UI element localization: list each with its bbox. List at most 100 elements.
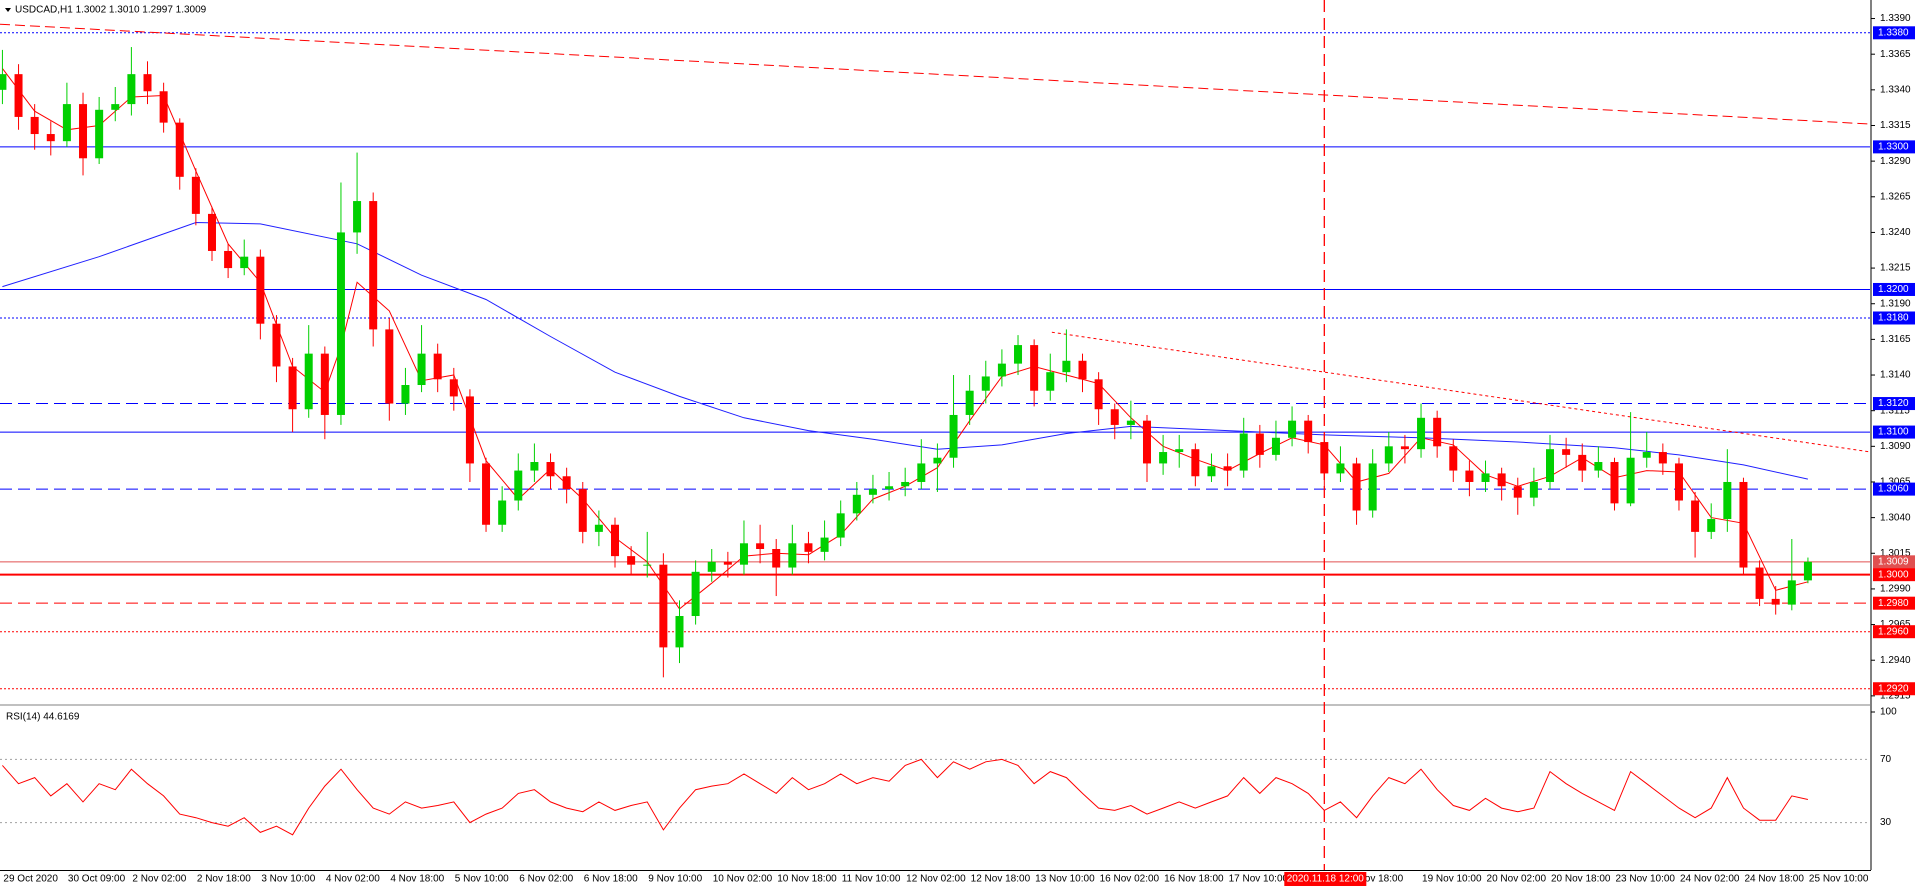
candle-body bbox=[62, 104, 71, 142]
candle-body bbox=[288, 366, 297, 410]
level-label-box bbox=[1873, 682, 1915, 696]
candle-body bbox=[981, 376, 990, 391]
x-tick-label: 2 Nov 02:00 bbox=[132, 874, 186, 885]
candle-body bbox=[594, 524, 603, 532]
candle-body bbox=[1175, 449, 1184, 453]
candle-body bbox=[546, 462, 555, 477]
level-label: 1.3009 bbox=[1878, 556, 1909, 567]
x-tick-label: 12 Nov 18:00 bbox=[971, 874, 1031, 885]
candle-body bbox=[1255, 433, 1264, 455]
candle-body bbox=[111, 104, 120, 110]
x-tick-label: 3 Nov 10:00 bbox=[261, 874, 315, 885]
y-tick-label: 1.3315 bbox=[1880, 120, 1911, 131]
candle-body bbox=[885, 486, 894, 490]
crosshair-label-box bbox=[1284, 872, 1367, 886]
candle-body bbox=[820, 537, 829, 552]
candle-body bbox=[562, 476, 571, 490]
candle-body bbox=[465, 396, 474, 464]
x-tick-label: 9 Nov 10:00 bbox=[648, 874, 702, 885]
x-tick-label: 19 Nov 10:00 bbox=[1422, 874, 1482, 885]
x-tick-label: 10 Nov 18:00 bbox=[777, 874, 837, 885]
candle-body bbox=[933, 457, 942, 464]
level-label-box bbox=[1873, 26, 1915, 40]
x-tick-label: 2 Nov 18:00 bbox=[197, 874, 251, 885]
level-label-box bbox=[1873, 555, 1915, 569]
candle-body bbox=[127, 74, 136, 105]
y-tick-label: 1.3140 bbox=[1880, 370, 1911, 381]
candle-body bbox=[1352, 463, 1361, 511]
candle-body bbox=[1110, 409, 1119, 425]
candle-body bbox=[756, 543, 765, 549]
y-tick-label: 1.2990 bbox=[1880, 584, 1911, 595]
candle-body bbox=[1755, 567, 1764, 599]
x-tick-label: 25 Nov 10:00 bbox=[1809, 874, 1869, 885]
candle-body bbox=[1529, 481, 1538, 498]
level-label: 1.3060 bbox=[1878, 484, 1909, 495]
level-label: 1.2920 bbox=[1878, 683, 1909, 694]
candle-body bbox=[917, 463, 926, 482]
candle-body bbox=[449, 379, 458, 397]
candle-body bbox=[788, 543, 797, 568]
level-label-box bbox=[1873, 140, 1915, 154]
candle-body bbox=[723, 561, 732, 565]
candle-body bbox=[627, 556, 636, 565]
candle-body bbox=[1481, 473, 1490, 482]
candle-body bbox=[514, 470, 523, 501]
x-tick-label: 17 Nov 10:00 bbox=[1229, 874, 1289, 885]
candle-body bbox=[1546, 449, 1555, 482]
level-label: 1.3180 bbox=[1878, 313, 1909, 324]
candle-body bbox=[1030, 345, 1039, 391]
candle-body bbox=[852, 494, 861, 514]
y-tick-label: 1.3015 bbox=[1880, 548, 1911, 559]
y-tick-label: 1.3265 bbox=[1880, 191, 1911, 202]
candle-body bbox=[482, 463, 491, 525]
candle-body bbox=[611, 524, 620, 557]
candle-body bbox=[1271, 437, 1280, 455]
x-tick-label: 10 Nov 02:00 bbox=[713, 874, 773, 885]
candle-body bbox=[256, 256, 265, 324]
menu-triangle[interactable] bbox=[5, 8, 11, 12]
candle-body bbox=[433, 353, 442, 380]
x-tick-label: 29 Oct 2020 bbox=[3, 874, 58, 885]
candle-body bbox=[675, 616, 684, 648]
candle-body bbox=[1191, 449, 1200, 477]
y-tick-label: 1.3215 bbox=[1880, 263, 1911, 274]
candle-body bbox=[159, 91, 168, 123]
chart-title: USDCAD,H1 1.3002 1.3010 1.2997 1.3009 bbox=[15, 5, 207, 16]
candle-body bbox=[272, 323, 281, 367]
candle-body bbox=[1223, 466, 1232, 471]
y-tick-label: 1.3365 bbox=[1880, 49, 1911, 60]
level-label: 1.2960 bbox=[1878, 626, 1909, 637]
candle-body bbox=[1674, 463, 1683, 501]
level-label-box bbox=[1873, 397, 1915, 411]
candle-body bbox=[207, 213, 216, 251]
candle-body bbox=[707, 561, 716, 572]
candle-body bbox=[1304, 420, 1313, 443]
level-label: 1.3000 bbox=[1878, 569, 1909, 580]
candle-body bbox=[14, 74, 23, 117]
candle-body bbox=[1142, 420, 1151, 464]
x-tick-label: 30 Oct 09:00 bbox=[68, 874, 126, 885]
candle-body bbox=[1626, 457, 1635, 504]
y-tick-label: 1.3090 bbox=[1880, 441, 1911, 452]
candle-body bbox=[901, 481, 910, 487]
plot-layer bbox=[0, 23, 1871, 836]
candle-body bbox=[336, 232, 345, 415]
candle-body bbox=[369, 201, 378, 330]
candle-body bbox=[1658, 452, 1667, 464]
y-tick-label: 1.3165 bbox=[1880, 334, 1911, 345]
candle-body bbox=[1610, 462, 1619, 504]
rsi-title: RSI(14) 44.6169 bbox=[6, 712, 80, 723]
candle-body bbox=[1400, 446, 1409, 450]
y-tick-label: 70 bbox=[1880, 754, 1892, 765]
candle-body bbox=[1739, 481, 1748, 568]
x-tick-label: 23 Nov 10:00 bbox=[1615, 874, 1675, 885]
x-tick-label: 24 Nov 02:00 bbox=[1680, 874, 1740, 885]
candle-body bbox=[30, 116, 39, 135]
candle-body bbox=[739, 543, 748, 565]
y-tick-label: 1.3065 bbox=[1880, 477, 1911, 488]
candle-body bbox=[385, 329, 394, 404]
candle-body bbox=[1803, 561, 1812, 581]
